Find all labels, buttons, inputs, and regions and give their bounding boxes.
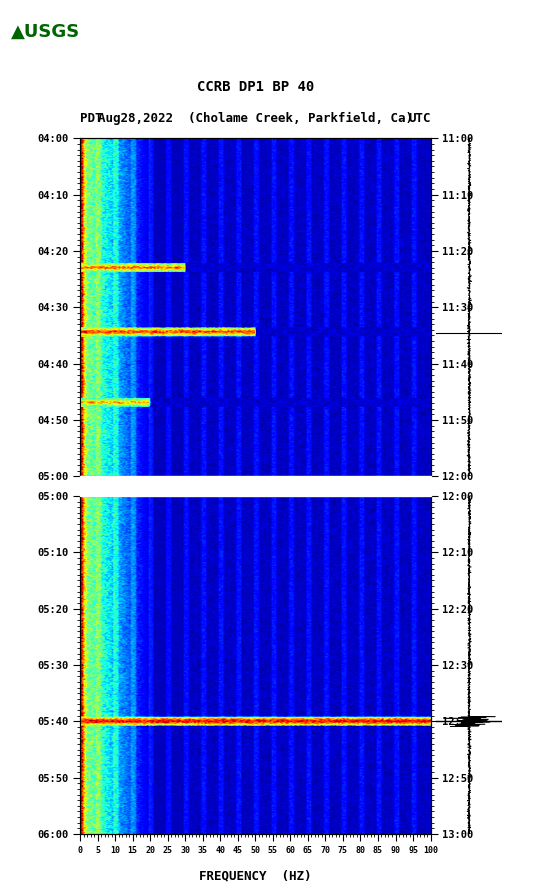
Text: FREQUENCY  (HZ): FREQUENCY (HZ) <box>199 870 311 883</box>
Text: CCRB DP1 BP 40: CCRB DP1 BP 40 <box>197 80 314 95</box>
Text: ▲USGS: ▲USGS <box>11 22 80 40</box>
Text: UTC: UTC <box>408 112 431 125</box>
Text: Aug28,2022  (Cholame Creek, Parkfield, Ca): Aug28,2022 (Cholame Creek, Parkfield, Ca… <box>98 112 413 125</box>
Text: PDT: PDT <box>80 112 103 125</box>
